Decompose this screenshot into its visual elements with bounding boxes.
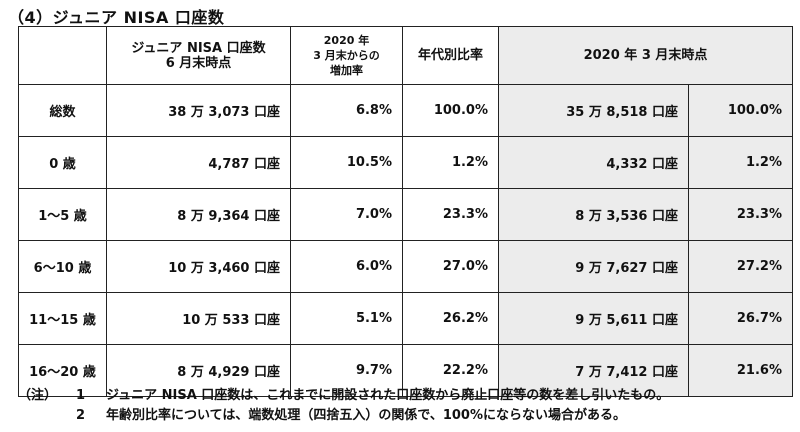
table-row: 総数 38 万 3,073 口座 6.8% 100.0% 35 万 8,518 口座 10…	[18, 84, 793, 137]
header-count: ジュニア NISA 口座数 6 月末時点	[106, 26, 291, 85]
note-1-num: 1	[76, 388, 86, 403]
table-row: 6～10 歳 10 万 3,460 口座 6.0% 27.0% 9 万 7,627 口座…	[18, 240, 793, 293]
note-1-text: ジュニア NISA 口座数は、これまでに開設された口座数から廃止口座等の数を差し…	[106, 388, 670, 403]
cell-prev-ratio: 100.0%	[688, 84, 793, 137]
cell-count: 38 万 3,073 口座	[106, 84, 291, 137]
cell-prev-count: 35 万 8,518 口座	[498, 84, 689, 137]
note-2-text: 年齢別比率については、端数処理（四捨五入）の関係で、100%にならない場合がある…	[106, 408, 626, 423]
header-ratio: 年代別比率	[402, 26, 499, 85]
cell-count: 8 万 9,364 口座	[106, 188, 291, 241]
cell-growth: 5.1%	[290, 292, 403, 345]
cell-prev-count: 9 万 5,611 口座	[498, 292, 689, 345]
cell-count: 10 万 533 口座	[106, 292, 291, 345]
table-row: 0 歳 4,787 口座 10.5% 1.2% 4,332 口座 1.2%	[18, 136, 793, 189]
note-1: （注） 1 ジュニア NISA 口座数は、これまでに開設された口座数から廃止口座等の…	[18, 386, 669, 406]
cell-growth: 7.0%	[290, 188, 403, 241]
cell-growth: 10.5%	[290, 136, 403, 189]
row-label: 総数	[18, 84, 107, 137]
cell-count: 8 万 4,929 口座	[106, 344, 291, 397]
cell-ratio: 26.2%	[402, 292, 499, 345]
cell-prev-count: 9 万 7,627 口座	[498, 240, 689, 293]
table-row: 11～15 歳 10 万 533 口座 5.1% 26.2% 9 万 5,611 口座 2…	[18, 292, 793, 345]
cell-prev-ratio: 26.7%	[688, 292, 793, 345]
note-2: 2 年齢別比率については、端数処理（四捨五入）の関係で、100%にならない場合があ…	[18, 406, 669, 426]
notes: （注） 1 ジュニア NISA 口座数は、これまでに開設された口座数から廃止口座等の…	[18, 386, 669, 426]
section-title: （4）ジュニア NISA 口座数	[8, 8, 225, 27]
cell-prev-count: 8 万 3,536 口座	[498, 188, 689, 241]
cell-ratio: 1.2%	[402, 136, 499, 189]
cell-prev-count: 4,332 口座	[498, 136, 689, 189]
header-prev: 2020 年 3 月末時点	[498, 26, 793, 85]
cell-count: 10 万 3,460 口座	[106, 240, 291, 293]
row-label: 0 歳	[18, 136, 107, 189]
cell-prev-ratio: 23.3%	[688, 188, 793, 241]
row-label: 11～15 歳	[18, 292, 107, 345]
cell-ratio: 22.2%	[402, 344, 499, 397]
row-label: 6～10 歳	[18, 240, 107, 293]
row-label: 16～20 歳	[18, 344, 107, 397]
cell-prev-ratio: 1.2%	[688, 136, 793, 189]
cell-ratio: 27.0%	[402, 240, 499, 293]
header-corner	[18, 26, 107, 85]
cell-ratio: 100.0%	[402, 84, 499, 137]
note-2-num: 2	[76, 408, 86, 423]
cell-ratio: 23.3%	[402, 188, 499, 241]
cell-growth: 6.0%	[290, 240, 403, 293]
row-label: 1～5 歳	[18, 188, 107, 241]
note-prefix: （注）	[18, 388, 58, 403]
cell-prev-ratio: 21.6%	[688, 344, 793, 397]
cell-growth: 6.8%	[290, 84, 403, 137]
cell-prev-count: 7 万 7,412 口座	[498, 344, 689, 397]
cell-prev-ratio: 27.2%	[688, 240, 793, 293]
cell-count: 4,787 口座	[106, 136, 291, 189]
